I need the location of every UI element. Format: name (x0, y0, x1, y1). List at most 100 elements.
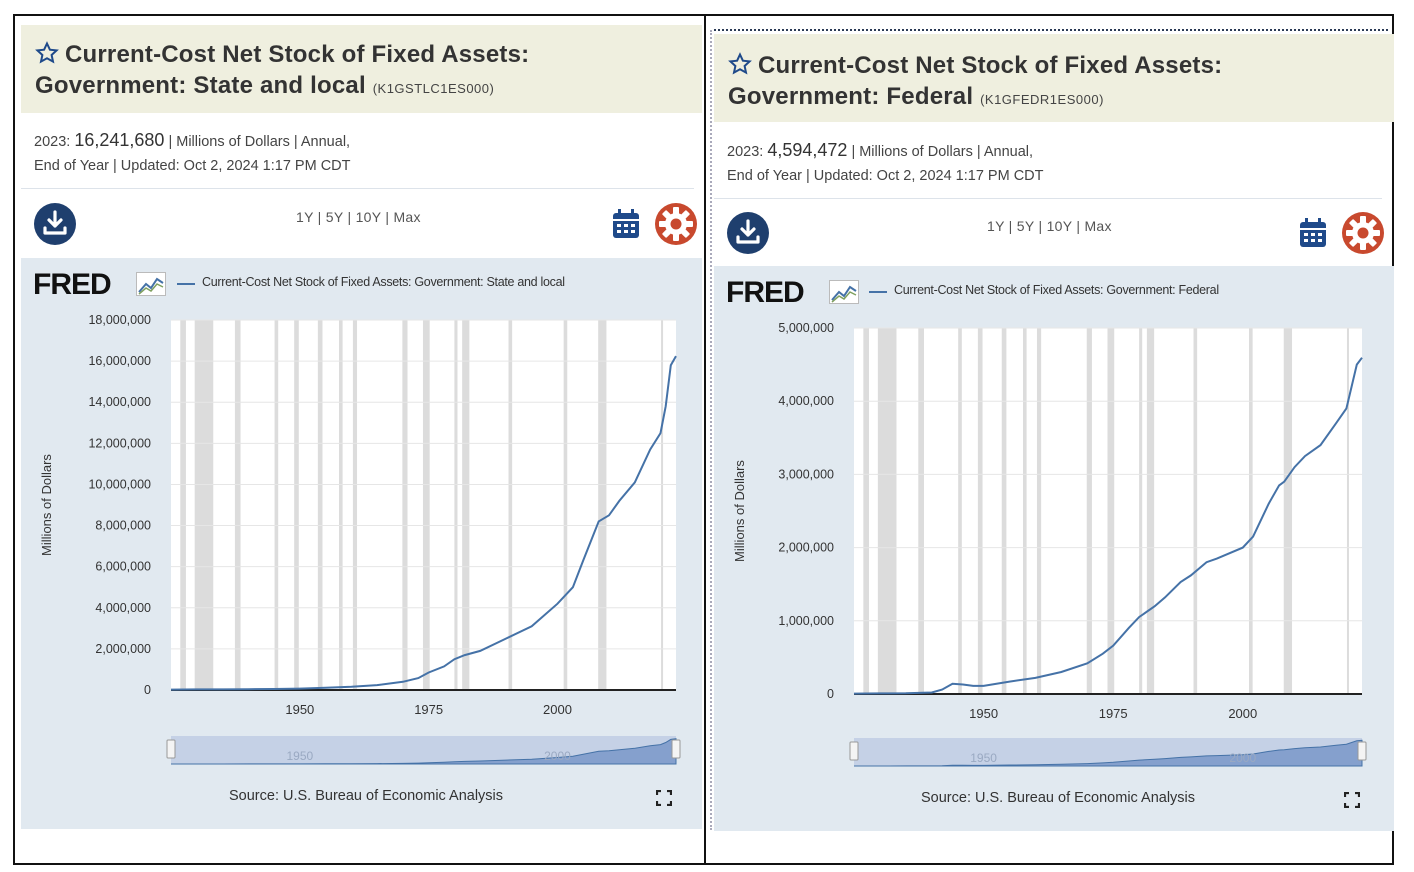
recession-band (422, 320, 430, 690)
right-title-line2: Government: Federal (728, 83, 974, 110)
y-axis-title: Millions of Dollars (39, 454, 54, 556)
recession-band (1193, 328, 1198, 694)
recession-band (661, 320, 664, 690)
x-tick-label: 1975 (1099, 706, 1128, 721)
left-meta-updated: End of Year | Updated: Oct 2, 2024 1:17 … (34, 158, 351, 174)
y-tick-label: 16,000,000 (88, 354, 151, 368)
y-tick-label: 12,000,000 (88, 436, 151, 450)
left-latest-value: 16,241,680 (74, 130, 165, 150)
x-tick-label: 1950 (969, 706, 998, 721)
y-tick-label: 6,000,000 (95, 560, 151, 574)
fullscreen-icon[interactable] (656, 790, 672, 806)
right-meta-year: 2023: (727, 144, 764, 160)
series-line (170, 355, 677, 691)
recession-band (1139, 328, 1143, 694)
calendar-icon[interactable] (612, 209, 640, 239)
right-meta-divider (714, 198, 1382, 199)
right-title-box: Current-Cost Net Stock of Fixed Assets: … (714, 34, 1394, 122)
x-tick-label: 2000 (1228, 706, 1257, 721)
recession-band (563, 320, 568, 690)
download-icon[interactable] (33, 202, 77, 246)
fred-chart-icon (136, 272, 166, 296)
left-meta-year: 2023: (34, 134, 71, 150)
x-tick-label: 1950 (285, 702, 314, 717)
right-date-range-links[interactable]: 1Y | 5Y | 10Y | Max (987, 218, 1112, 234)
star-icon[interactable] (728, 52, 752, 76)
left-meta-units: | Millions of Dollars | Annual, (168, 134, 351, 150)
left-legend-swatch (177, 283, 195, 285)
dotted-top-rule-right (714, 29, 1388, 34)
y-tick-label: 14,000,000 (88, 395, 151, 409)
left-series-meta: 2023: 16,241,680 | Millions of Dollars |… (34, 128, 351, 178)
y-tick-label: 0 (144, 683, 151, 697)
y-tick-label: 0 (827, 687, 834, 701)
navigator-label: 1950 (970, 751, 997, 765)
recession-band (462, 320, 470, 690)
left-title-box: Current-Cost Net Stock of Fixed Assets: … (21, 25, 702, 113)
recession-band (1346, 328, 1349, 694)
recession-band (1146, 328, 1155, 694)
download-icon[interactable] (726, 211, 770, 255)
right-series-meta: 2023: 4,594,472 | Millions of Dollars | … (727, 138, 1044, 188)
right-series-id: (K1GFEDR1ES000) (980, 92, 1104, 107)
recession-band (958, 328, 962, 694)
y-axis-title: Millions of Dollars (732, 460, 747, 562)
left-series-id: (K1GSTLC1ES000) (372, 81, 495, 96)
recession-band (1283, 328, 1293, 694)
recession-band (1001, 328, 1007, 694)
y-tick-label: 2,000,000 (95, 642, 151, 656)
y-tick-label: 3,000,000 (778, 467, 834, 481)
y-tick-label: 8,000,000 (95, 519, 151, 533)
navigator-series-area (854, 739, 1363, 767)
right-series-title: Current-Cost Net Stock of Fixed Assets: … (728, 50, 1222, 115)
settings-gear-icon[interactable] (654, 202, 698, 246)
settings-gear-icon[interactable] (1341, 211, 1385, 255)
recession-band (1036, 328, 1042, 694)
calendar-icon[interactable] (1299, 218, 1327, 248)
left-source-label: Source: U.S. Bureau of Economic Analysis (229, 788, 504, 804)
y-tick-label: 4,000,000 (95, 601, 151, 615)
recession-band (977, 328, 983, 694)
recession-band (1107, 328, 1115, 694)
left-chart-container: FRED Current-Cost Net Stock of Fixed Ass… (21, 258, 702, 829)
y-tick-label: 10,000,000 (88, 477, 151, 491)
recession-band (194, 320, 214, 690)
navigator-label: 2000 (1229, 751, 1256, 765)
navigator-label: 2000 (544, 749, 571, 763)
fred-logo: FRED (33, 268, 112, 301)
recession-band (863, 328, 870, 694)
right-legend-swatch (869, 291, 887, 293)
y-tick-label: 18,000,000 (88, 313, 151, 327)
fullscreen-icon[interactable] (1344, 792, 1360, 808)
fred-logo: FRED (726, 276, 805, 309)
right-meta-units: | Millions of Dollars | Annual, (851, 144, 1034, 160)
recession-band (234, 320, 241, 690)
left-series-title: Current-Cost Net Stock of Fixed Assets: … (35, 39, 529, 104)
recession-band (877, 328, 897, 694)
left-legend-label: Current-Cost Net Stock of Fixed Assets: … (202, 275, 565, 289)
left-title-line2: Government: State and local (35, 72, 366, 99)
panel-divider (704, 14, 706, 865)
right-latest-value: 4,594,472 (767, 140, 848, 160)
right-line-chart[interactable]: 0 1,000,000 2,000,000 3,000,000 4,000,000 5,0… (714, 306, 1394, 800)
y-tick-label: 4,000,000 (778, 394, 834, 408)
dotted-left-rule-right (710, 30, 713, 830)
right-title-line1: Current-Cost Net Stock of Fixed Assets: (758, 52, 1223, 79)
recession-band (274, 320, 279, 690)
y-tick-label: 1,000,000 (778, 614, 834, 628)
navigator-handle (671, 739, 681, 759)
recession-band (294, 320, 299, 690)
right-legend-label: Current-Cost Net Stock of Fixed Assets: … (894, 283, 1219, 297)
recession-band (1248, 328, 1253, 694)
left-date-range-links[interactable]: 1Y | 5Y | 10Y | Max (296, 209, 421, 225)
recession-band (180, 320, 186, 690)
right-meta-updated: End of Year | Updated: Oct 2, 2024 1:17 … (727, 168, 1044, 184)
x-tick-label: 1975 (414, 702, 443, 717)
recession-band (508, 320, 513, 690)
right-chart-container: FRED Current-Cost Net Stock of Fixed Ass… (714, 266, 1394, 831)
recession-band (402, 320, 408, 690)
star-icon[interactable] (35, 41, 59, 65)
recession-band (1022, 328, 1027, 694)
left-line-chart[interactable]: 0 2,000,000 4,000,000 6,000,000 8,000,000 10,… (21, 298, 702, 798)
y-tick-label: 5,000,000 (778, 321, 834, 335)
